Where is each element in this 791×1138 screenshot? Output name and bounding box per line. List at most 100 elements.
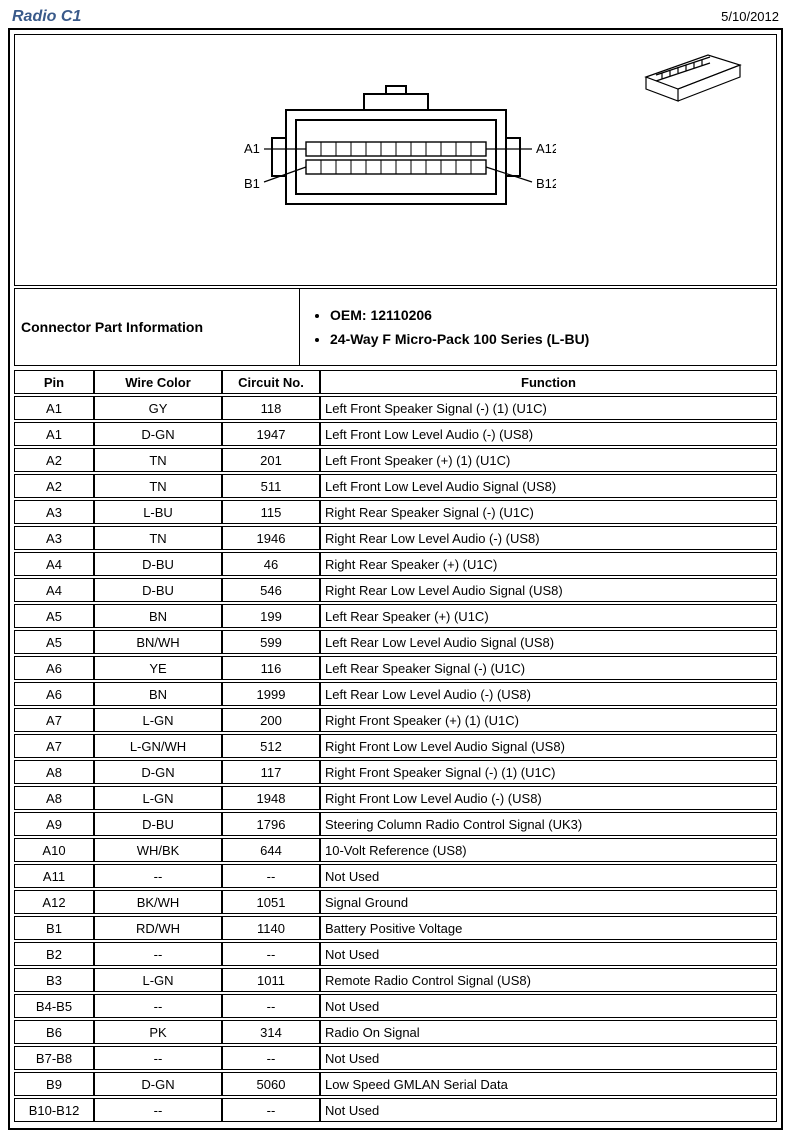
- table-row: B9D-GN5060Low Speed GMLAN Serial Data: [14, 1072, 777, 1096]
- cell-function: 10-Volt Reference (US8): [320, 838, 777, 862]
- cell-circuit: 1140: [222, 916, 320, 940]
- cell-circuit: 644: [222, 838, 320, 862]
- cell-wire: L-GN: [94, 708, 222, 732]
- cell-pin: B9: [14, 1072, 94, 1096]
- cell-wire: BN: [94, 604, 222, 628]
- table-row: A6BN1999Left Rear Low Level Audio (-) (U…: [14, 682, 777, 706]
- cell-pin: B2: [14, 942, 94, 966]
- oem-number: OEM: 12110206: [330, 307, 768, 323]
- cell-pin: A6: [14, 656, 94, 680]
- pin-label-b1: B1: [244, 176, 260, 191]
- table-row: A4D-BU546Right Rear Low Level Audio Sign…: [14, 578, 777, 602]
- cell-function: Left Rear Low Level Audio (-) (US8): [320, 682, 777, 706]
- cell-wire: D-BU: [94, 812, 222, 836]
- cell-wire: TN: [94, 526, 222, 550]
- page-date: 5/10/2012: [721, 9, 779, 24]
- cell-function: Right Rear Low Level Audio (-) (US8): [320, 526, 777, 550]
- cell-pin: A6: [14, 682, 94, 706]
- cell-pin: A1: [14, 422, 94, 446]
- cell-pin: A3: [14, 500, 94, 524]
- cell-wire: D-GN: [94, 760, 222, 784]
- page-title: Radio C1: [12, 8, 81, 26]
- cell-wire: L-BU: [94, 500, 222, 524]
- cell-wire: D-GN: [94, 1072, 222, 1096]
- cell-pin: A4: [14, 552, 94, 576]
- connector-info-details: OEM: 12110206 24-Way F Micro-Pack 100 Se…: [300, 289, 776, 365]
- cell-circuit: 546: [222, 578, 320, 602]
- table-row: B2----Not Used: [14, 942, 777, 966]
- table-row: A2TN201Left Front Speaker (+) (1) (U1C): [14, 448, 777, 472]
- table-row: B1RD/WH1140Battery Positive Voltage: [14, 916, 777, 940]
- cell-circuit: 200: [222, 708, 320, 732]
- cell-pin: A8: [14, 786, 94, 810]
- cell-function: Right Front Low Level Audio Signal (US8): [320, 734, 777, 758]
- cell-pin: B10-B12: [14, 1098, 94, 1122]
- col-wire: Wire Color: [94, 370, 222, 394]
- table-row: A6YE116Left Rear Speaker Signal (-) (U1C…: [14, 656, 777, 680]
- pinout-table: Pin Wire Color Circuit No. Function A1GY…: [14, 368, 777, 1124]
- pin-label-a12: A12: [536, 141, 556, 156]
- table-row: B3L-GN1011Remote Radio Control Signal (U…: [14, 968, 777, 992]
- cell-circuit: 118: [222, 396, 320, 420]
- table-row: A1D-GN1947Left Front Low Level Audio (-)…: [14, 422, 777, 446]
- table-row: A5BN199Left Rear Speaker (+) (U1C): [14, 604, 777, 628]
- cell-function: Right Rear Low Level Audio Signal (US8): [320, 578, 777, 602]
- cell-pin: A2: [14, 448, 94, 472]
- table-row: A3L-BU115Right Rear Speaker Signal (-) (…: [14, 500, 777, 524]
- cell-function: Left Rear Low Level Audio Signal (US8): [320, 630, 777, 654]
- table-header-row: Pin Wire Color Circuit No. Function: [14, 370, 777, 394]
- cell-wire: L-GN: [94, 786, 222, 810]
- table-row: A7L-GN200Right Front Speaker (+) (1) (U1…: [14, 708, 777, 732]
- table-row: A9D-BU1796Steering Column Radio Control …: [14, 812, 777, 836]
- cell-pin: A3: [14, 526, 94, 550]
- cell-circuit: 1051: [222, 890, 320, 914]
- table-row: A4D-BU46Right Rear Speaker (+) (U1C): [14, 552, 777, 576]
- cell-circuit: --: [222, 942, 320, 966]
- table-row: A8L-GN1948Right Front Low Level Audio (-…: [14, 786, 777, 810]
- cell-wire: WH/BK: [94, 838, 222, 862]
- table-row: A2TN511Left Front Low Level Audio Signal…: [14, 474, 777, 498]
- cell-wire: GY: [94, 396, 222, 420]
- cell-circuit: --: [222, 864, 320, 888]
- cell-pin: A12: [14, 890, 94, 914]
- cell-function: Left Front Low Level Audio (-) (US8): [320, 422, 777, 446]
- cell-pin: A4: [14, 578, 94, 602]
- cell-wire: L-GN/WH: [94, 734, 222, 758]
- pin-label-b12: B12: [536, 176, 556, 191]
- cell-function: Left Front Speaker Signal (-) (1) (U1C): [320, 396, 777, 420]
- connector-info-row: Connector Part Information OEM: 12110206…: [14, 288, 777, 366]
- cell-wire: BK/WH: [94, 890, 222, 914]
- cell-circuit: --: [222, 1098, 320, 1122]
- cell-wire: BN/WH: [94, 630, 222, 654]
- cell-circuit: 117: [222, 760, 320, 784]
- cell-function: Remote Radio Control Signal (US8): [320, 968, 777, 992]
- cell-circuit: 1796: [222, 812, 320, 836]
- table-row: A12BK/WH1051Signal Ground: [14, 890, 777, 914]
- table-row: A3TN1946Right Rear Low Level Audio (-) (…: [14, 526, 777, 550]
- cell-pin: A5: [14, 604, 94, 628]
- cell-function: Not Used: [320, 994, 777, 1018]
- connector-info-heading: Connector Part Information: [15, 289, 300, 365]
- cell-circuit: 512: [222, 734, 320, 758]
- cell-pin: A2: [14, 474, 94, 498]
- cell-pin: B1: [14, 916, 94, 940]
- cell-function: Right Front Low Level Audio (-) (US8): [320, 786, 777, 810]
- cell-circuit: 1947: [222, 422, 320, 446]
- cell-wire: TN: [94, 474, 222, 498]
- cell-wire: RD/WH: [94, 916, 222, 940]
- cell-function: Left Rear Speaker Signal (-) (U1C): [320, 656, 777, 680]
- cell-circuit: 1946: [222, 526, 320, 550]
- page-header: Radio C1 5/10/2012: [8, 8, 783, 28]
- cell-pin: B3: [14, 968, 94, 992]
- cell-circuit: 5060: [222, 1072, 320, 1096]
- table-row: B4-B5----Not Used: [14, 994, 777, 1018]
- cell-function: Battery Positive Voltage: [320, 916, 777, 940]
- connector-diagram: A1 A12 B1 B12: [14, 34, 777, 286]
- cell-pin: A11: [14, 864, 94, 888]
- cell-circuit: 46: [222, 552, 320, 576]
- connector-iso-icon: [638, 43, 748, 107]
- cell-pin: A9: [14, 812, 94, 836]
- cell-function: Steering Column Radio Control Signal (UK…: [320, 812, 777, 836]
- cell-pin: A7: [14, 734, 94, 758]
- cell-circuit: --: [222, 994, 320, 1018]
